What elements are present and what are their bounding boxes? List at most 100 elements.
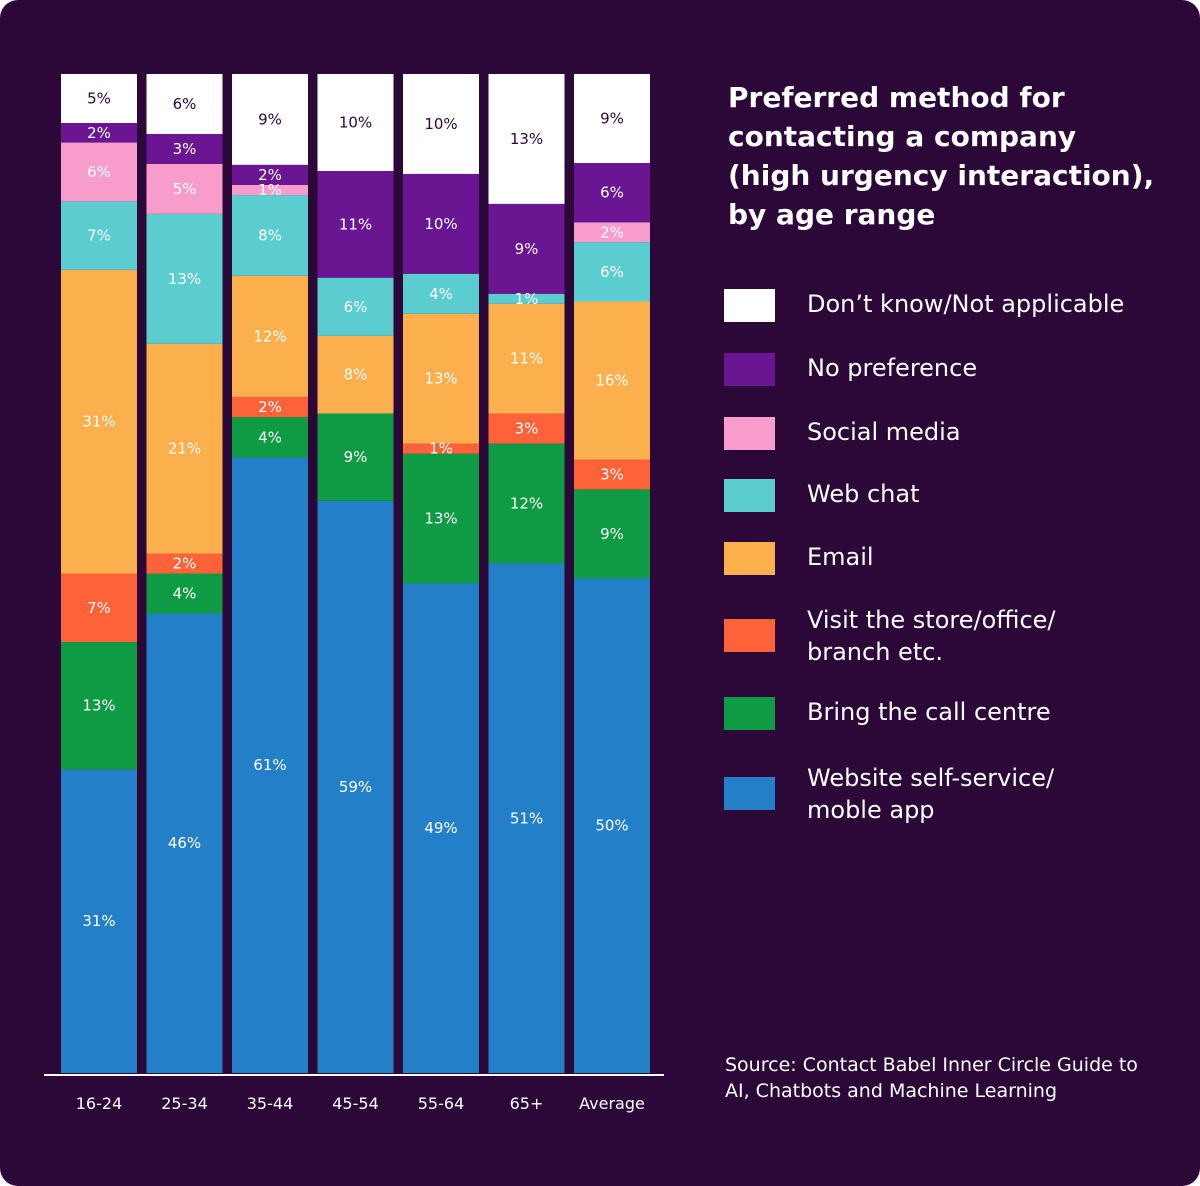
data-label-average-no-preference: 6%: [600, 184, 624, 202]
bar-segment-45-54-bring-the-call-centre: [317, 413, 394, 501]
data-label-35-44-no-preference: 2%: [258, 166, 282, 184]
bar-segment-45-54-website-self-service-moble-app: [317, 500, 394, 1073]
data-label-25-34-no-preference: 3%: [173, 140, 197, 158]
source-note: Source: Contact Babel Inner Circle Guide…: [725, 1054, 1138, 1102]
legend-label: Email: [807, 543, 874, 571]
legend-label: Don’t know/Not applicable: [807, 290, 1125, 318]
data-label-25-34-visit-the-store-office-branch-etc: 2%: [173, 555, 197, 573]
data-label-average-website-self-service-moble-app: 50%: [595, 817, 628, 835]
legend-swatch: [724, 289, 775, 322]
data-label-average-visit-the-store-office-branch-etc: 3%: [600, 466, 624, 484]
bar-segment-average-website-self-service-moble-app: [574, 578, 650, 1073]
bar-segment-average-email: [574, 301, 650, 460]
bar-segment-55-64-web-chat: [403, 273, 479, 314]
bar-segment-16-24-website-self-service-moble-app: [61, 769, 137, 1073]
data-label-45-54-bring-the-call-centre: 9%: [344, 448, 368, 466]
bar-segment-35-44-no-preference: [232, 164, 308, 185]
bar-segment-25-34-website-self-service-moble-app: [146, 613, 223, 1073]
bar-segment-16-24-email: [61, 269, 137, 574]
data-label-65-bring-the-call-centre: 12%: [510, 495, 543, 513]
bar-segment-16-24-bring-the-call-centre: [61, 642, 137, 770]
legend-label: Website self-service/moble app: [807, 764, 1055, 824]
data-label-55-64-visit-the-store-office-branch-etc: 1%: [429, 440, 453, 458]
data-label-55-64-email: 13%: [424, 370, 457, 388]
bar-segment-average-bring-the-call-centre: [574, 489, 650, 579]
data-label-average-web-chat: 6%: [600, 263, 624, 281]
legend-swatch: [724, 417, 775, 450]
data-label-25-34-email: 21%: [168, 440, 201, 458]
bar-segment-25-34-email: [146, 343, 223, 554]
legend-label: Visit the store/office/branch etc.: [807, 606, 1056, 666]
bar-segment-35-44-web-chat: [232, 195, 308, 276]
data-label-65-visit-the-store-office-branch-etc: 3%: [515, 420, 539, 438]
data-label-45-54-web-chat: 6%: [344, 298, 368, 316]
data-label-65-no-preference: 9%: [515, 240, 539, 258]
bar-segment-65-web-chat: [488, 293, 565, 304]
bar-segment-average-no-preference: [574, 163, 650, 223]
bar-segment-16-24-visit-the-store-office-branch-etc: [61, 573, 137, 643]
bar-segment-55-64-don-t-know-not-applicable: [403, 74, 479, 174]
data-label-35-44-visit-the-store-office-branch-etc: 2%: [258, 398, 282, 416]
bar-segment-16-24-social-media: [61, 142, 137, 202]
bar-segment-65-bring-the-call-centre: [488, 443, 565, 564]
bar-segment-45-54-no-preference: [317, 170, 394, 278]
category-label-25-34: 25-34: [161, 1094, 208, 1113]
data-label-35-44-social-media: 1%: [258, 181, 282, 199]
category-label-35-44: 35-44: [247, 1094, 294, 1113]
data-label-16-24-email: 31%: [82, 413, 115, 431]
bar-segment-55-64-bring-the-call-centre: [403, 453, 479, 584]
bar-segment-65-email: [488, 303, 565, 414]
data-label-45-54-email: 8%: [344, 366, 368, 384]
data-label-25-34-web-chat: 13%: [168, 270, 201, 288]
data-label-25-34-bring-the-call-centre: 4%: [173, 584, 197, 602]
bar-segment-65-no-preference: [488, 203, 565, 294]
bar-segment-35-44-website-self-service-moble-app: [232, 457, 308, 1073]
bar-segment-25-34-web-chat: [146, 213, 223, 344]
data-label-55-64-don-t-know-not-applicable: 10%: [424, 115, 457, 133]
legend-label: Web chat: [807, 480, 920, 508]
bars-layer: [61, 74, 650, 1073]
bar-segment-35-44-social-media: [232, 185, 308, 196]
bar-segment-35-44-bring-the-call-centre: [232, 417, 308, 458]
category-labels-layer: 16-24 25-34 35-44 45-54 55-64 65+ Average: [76, 1094, 645, 1113]
legend-swatch: [724, 619, 775, 652]
category-label-55-64: 55-64: [418, 1094, 465, 1113]
bar-segment-25-34-bring-the-call-centre: [146, 573, 223, 614]
data-label-35-44-website-self-service-moble-app: 61%: [253, 756, 286, 774]
legend-swatch: [724, 479, 775, 512]
data-label-16-24-web-chat: 7%: [87, 227, 111, 245]
bar-segment-average-web-chat: [574, 242, 650, 302]
category-label-average: Average: [579, 1094, 645, 1113]
bar-segment-45-54-don-t-know-not-applicable: [317, 74, 394, 171]
data-label-65-web-chat: 1%: [515, 290, 539, 308]
chart-title: Preferred method for contacting a compan…: [728, 81, 1155, 231]
bar-segment-65-visit-the-store-office-branch-etc: [488, 413, 565, 444]
data-label-25-34-social-media: 5%: [173, 180, 197, 198]
data-label-16-24-visit-the-store-office-branch-etc: 7%: [87, 599, 111, 617]
bar-segment-25-34-don-t-know-not-applicable: [146, 74, 223, 134]
bar-segment-45-54-email: [317, 335, 394, 414]
data-label-16-24-website-self-service-moble-app: 31%: [82, 912, 115, 930]
data-label-65-website-self-service-moble-app: 51%: [510, 809, 543, 827]
legend-label: Bring the call centre: [807, 698, 1051, 726]
data-label-16-24-no-preference: 2%: [87, 124, 111, 142]
bar-segment-35-44-visit-the-store-office-branch-etc: [232, 396, 308, 418]
data-label-average-bring-the-call-centre: 9%: [600, 525, 624, 543]
bar-segment-65-website-self-service-moble-app: [488, 563, 565, 1073]
data-label-35-44-don-t-know-not-applicable: 9%: [258, 110, 282, 128]
data-label-45-54-website-self-service-moble-app: 59%: [339, 778, 372, 796]
bar-segment-25-34-social-media: [146, 163, 223, 214]
data-label-55-64-website-self-service-moble-app: 49%: [424, 819, 457, 837]
bar-segment-65-don-t-know-not-applicable: [488, 74, 565, 204]
bar-segment-16-24-web-chat: [61, 201, 137, 270]
data-label-35-44-email: 12%: [253, 327, 286, 345]
category-label-45-54: 45-54: [332, 1094, 379, 1113]
data-label-35-44-bring-the-call-centre: 4%: [258, 428, 282, 446]
legend-swatch: [724, 697, 775, 730]
data-label-average-email: 16%: [595, 372, 628, 390]
bar-segment-25-34-no-preference: [146, 133, 223, 164]
bar-segment-55-64-no-preference: [403, 173, 479, 274]
bar-segment-25-34-visit-the-store-office-branch-etc: [146, 553, 223, 574]
data-label-16-24-social-media: 6%: [87, 163, 111, 181]
